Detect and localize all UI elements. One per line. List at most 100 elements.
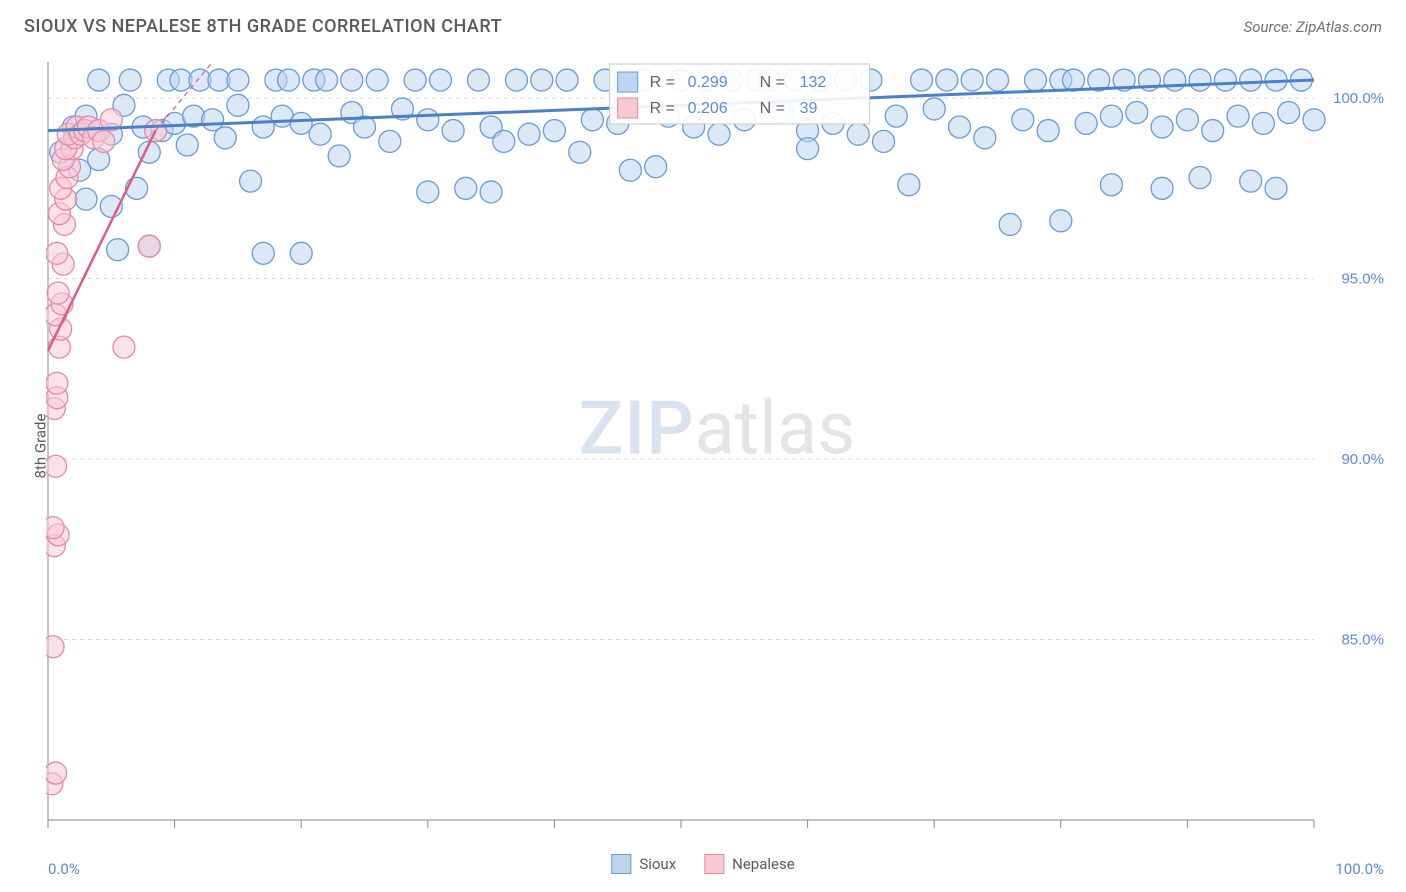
data-point [46, 636, 64, 658]
data-point [227, 69, 249, 91]
legend-swatch [611, 854, 631, 874]
stats-r-value: 0.299 [688, 74, 728, 91]
data-point [1303, 109, 1325, 131]
data-point [1176, 109, 1198, 131]
x-axis-min-label: 0.0% [48, 860, 80, 878]
data-point [88, 69, 110, 91]
x-axis-max-label: 100.0% [1335, 860, 1384, 878]
stats-n-label: N = [760, 100, 785, 117]
data-point [645, 156, 667, 178]
data-point [847, 123, 869, 145]
data-point [240, 170, 262, 192]
data-point [556, 69, 578, 91]
stats-n-label: N = [760, 74, 785, 91]
data-point [252, 242, 274, 264]
data-point [974, 127, 996, 149]
data-point [309, 123, 331, 145]
data-point [138, 235, 160, 257]
data-point [619, 159, 641, 181]
data-point [505, 69, 527, 91]
data-point [417, 109, 439, 131]
data-point [290, 242, 312, 264]
data-point [366, 69, 388, 91]
data-point [316, 69, 338, 91]
data-point [290, 112, 312, 134]
data-point [429, 69, 451, 91]
legend-label: Sioux [639, 855, 676, 873]
data-point [227, 94, 249, 116]
stats-r-label: R = [650, 100, 675, 117]
data-point [569, 141, 591, 163]
data-point [341, 69, 363, 91]
legend-item: Sioux [611, 854, 676, 874]
data-point [252, 116, 274, 138]
data-point [1265, 177, 1287, 199]
data-point [1100, 105, 1122, 127]
data-point [1189, 69, 1211, 91]
stats-n-value: 132 [800, 74, 827, 91]
data-point [1240, 170, 1262, 192]
scatter-plot: 85.0%90.0%95.0%100.0%R =0.299N =132R =0.… [46, 56, 1388, 834]
data-point [1126, 102, 1148, 124]
data-point [531, 69, 553, 91]
data-point [46, 762, 67, 784]
data-point [46, 517, 64, 539]
data-point [1227, 105, 1249, 127]
data-point [176, 134, 198, 156]
data-point [47, 282, 69, 304]
data-point [467, 69, 489, 91]
data-point [873, 130, 895, 152]
legend: SiouxNepalese [611, 854, 794, 874]
data-point [708, 123, 730, 145]
data-point [404, 69, 426, 91]
svg-text:90.0%: 90.0% [1341, 451, 1384, 468]
data-point [1062, 69, 1084, 91]
data-point [898, 174, 920, 196]
data-point [214, 127, 236, 149]
data-point [797, 138, 819, 160]
svg-text:85.0%: 85.0% [1341, 632, 1384, 649]
legend-swatch [704, 854, 724, 874]
data-point [581, 109, 603, 131]
data-point [1214, 69, 1236, 91]
data-point [1012, 109, 1034, 131]
chart-source: Source: ZipAtlas.com [1244, 18, 1382, 36]
data-point [417, 181, 439, 203]
data-point [987, 69, 1009, 91]
data-point [93, 130, 115, 152]
data-point [1037, 120, 1059, 142]
data-point [1252, 112, 1274, 134]
data-point [75, 188, 97, 210]
chart-area: ZIPatlas 85.0%90.0%95.0%100.0%R =0.299N … [46, 56, 1388, 834]
chart-header: SIOUX VS NEPALESE 8TH GRADE CORRELATION … [0, 0, 1406, 45]
data-point [1151, 116, 1173, 138]
data-point [46, 242, 68, 264]
data-point [480, 181, 502, 203]
data-point [1278, 102, 1300, 124]
data-point [1151, 177, 1173, 199]
data-point [936, 69, 958, 91]
data-point [126, 177, 148, 199]
stats-r-label: R = [650, 74, 675, 91]
data-point [46, 455, 67, 477]
data-point [999, 213, 1021, 235]
data-point [961, 69, 983, 91]
data-point [1050, 210, 1072, 232]
data-point [455, 177, 477, 199]
stats-box [610, 64, 870, 124]
data-point [1075, 112, 1097, 134]
data-point [379, 130, 401, 152]
data-point [1240, 69, 1262, 91]
data-point [46, 372, 68, 394]
svg-text:100.0%: 100.0% [1333, 90, 1384, 107]
data-point [1024, 69, 1046, 91]
data-point [278, 69, 300, 91]
data-point [1100, 174, 1122, 196]
chart-title: SIOUX VS NEPALESE 8TH GRADE CORRELATION … [24, 16, 502, 37]
data-point [1202, 120, 1224, 142]
data-point [442, 120, 464, 142]
data-point [923, 98, 945, 120]
stats-n-value: 39 [800, 100, 818, 117]
data-point [518, 123, 540, 145]
svg-text:95.0%: 95.0% [1341, 271, 1384, 288]
